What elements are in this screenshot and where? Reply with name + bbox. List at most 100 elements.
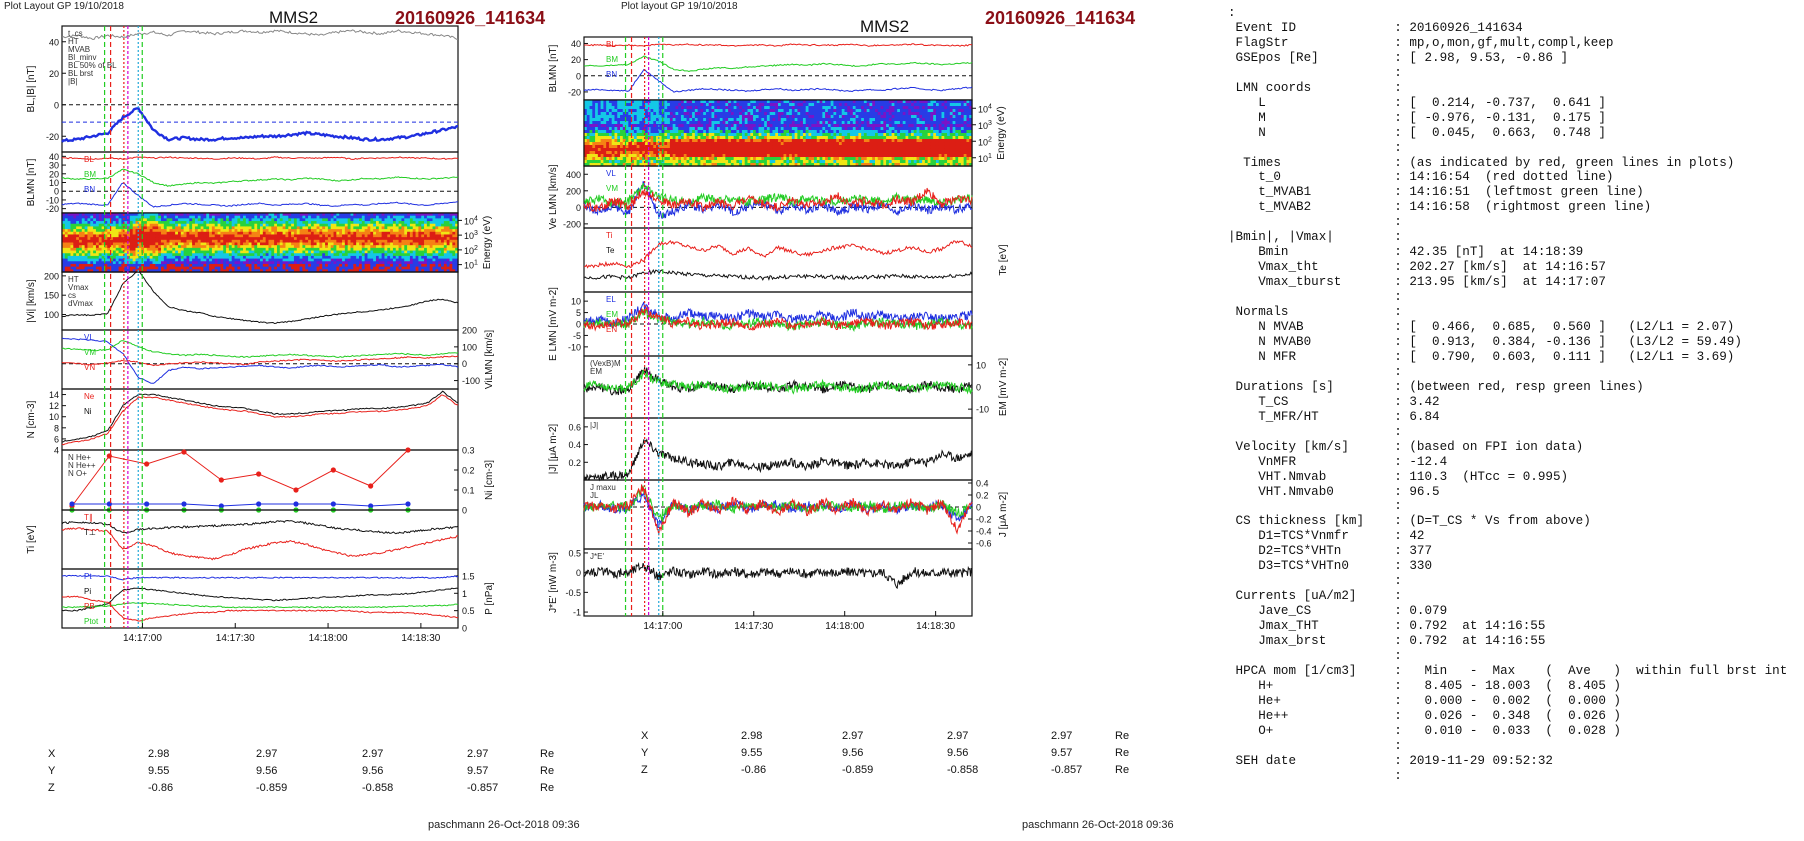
spectrogram-cell (279, 266, 284, 270)
spectrogram-cell (101, 261, 105, 265)
spectrogram-cell (262, 239, 267, 243)
spectrogram-cell (279, 223, 284, 227)
spectrogram-cell (722, 151, 726, 155)
spectrogram-cell (347, 261, 351, 265)
spectrogram-cell (310, 239, 315, 243)
spectrogram-cell (95, 226, 100, 230)
spectrogram-cell (658, 112, 662, 116)
spectrogram-cell (327, 250, 332, 254)
spectrogram-cell (183, 215, 187, 219)
spectrogram-cell (404, 226, 408, 230)
spectrogram-cell (158, 215, 162, 219)
spectrogram-cell (234, 226, 238, 230)
spectrogram-cell (257, 213, 261, 217)
spectrogram-cell (681, 142, 685, 146)
spectrogram-cell (642, 130, 646, 134)
spectrogram-cell (288, 234, 292, 238)
spectrogram-cell (90, 242, 94, 246)
spectrogram-cell (305, 231, 309, 235)
spectrogram-cell (744, 124, 748, 128)
spectrogram-cell (144, 263, 148, 268)
spectrogram-cell (64, 247, 69, 251)
spectrogram-cell (302, 215, 306, 219)
spectrogram-cell (642, 163, 646, 167)
spectrogram-cell (333, 266, 337, 270)
spectrogram-cell (370, 229, 374, 233)
spectrogram-cell (291, 245, 295, 249)
spectrogram-cell (714, 133, 718, 137)
spectrogram-cell (681, 148, 685, 152)
spectrogram-cell (606, 151, 610, 155)
spectrogram-cell (158, 239, 162, 243)
spectrogram-cell (370, 261, 374, 265)
spectrogram-cell (90, 218, 94, 222)
spectrogram-cell (158, 247, 162, 251)
spectrogram-cell (293, 221, 298, 225)
spectrogram-cell (667, 130, 671, 134)
spectrogram-cell (248, 223, 252, 227)
spectrogram-cell (375, 255, 380, 259)
spectrogram-cell (708, 154, 712, 158)
spectrogram-cell (175, 239, 179, 243)
spectrogram-cell (293, 247, 298, 251)
spectrogram-cell (361, 242, 366, 246)
spectrogram-cell (766, 154, 771, 158)
spectrogram-cell (700, 154, 704, 158)
spectrogram-cell (333, 226, 337, 230)
y-tick-label: -20 (46, 204, 59, 214)
spectrogram-cell (367, 263, 371, 268)
spectrogram-cell (681, 133, 685, 137)
spectrogram-cell (700, 106, 704, 110)
spectrogram-cell (639, 142, 643, 146)
spectrogram-cell (132, 258, 136, 262)
spectrogram-cell (703, 127, 707, 131)
spectrogram-cell (152, 223, 156, 227)
spectrogram-cell (404, 215, 408, 219)
spectrogram-cell (667, 145, 671, 149)
spectrogram-cell (353, 242, 357, 246)
spectrogram-cell (714, 136, 718, 140)
spectrogram-cell (124, 263, 128, 268)
spectrogram-cell (316, 266, 320, 270)
spectrogram-cell (789, 106, 793, 110)
spectrogram-cell (129, 266, 134, 270)
spectrogram-cell (714, 100, 718, 104)
spectrogram-cell (642, 112, 646, 116)
spectrogram-cell (70, 247, 74, 251)
spectrogram-cell (265, 231, 269, 235)
spectrogram-cell (622, 127, 626, 131)
spectrogram-cell (118, 247, 122, 251)
spectrogram-cell (305, 253, 309, 257)
spectrogram-cell (678, 127, 682, 131)
spectrogram-cell (395, 247, 399, 251)
spectrogram-cell (683, 136, 687, 140)
ephem-value: -0.858 (362, 782, 394, 794)
spectrogram-cell (359, 221, 363, 225)
spectrogram-cell (265, 245, 269, 249)
spectrogram-cell (78, 234, 83, 238)
spectrogram-cell (653, 145, 657, 149)
spectrogram-cell (161, 226, 165, 230)
series-label: BL (84, 155, 94, 164)
spectrogram-cell (180, 226, 185, 230)
spectrogram-cell (606, 115, 610, 119)
spectrogram-cell (231, 255, 235, 259)
spectrogram-cell (367, 258, 371, 262)
spectrogram-cell (446, 263, 450, 268)
spectrogram-cell (404, 266, 408, 270)
spectrogram-cell (435, 266, 439, 270)
spectrogram-cell (387, 234, 391, 238)
spectrogram-cell (342, 253, 346, 257)
series-line (583, 68, 973, 93)
spectrogram-cell (584, 160, 588, 164)
spectrogram-cell (415, 231, 419, 235)
spectrogram-cell (398, 269, 402, 273)
spectrogram-cell (700, 148, 704, 152)
spectrogram-cell (625, 148, 629, 152)
spectrogram-cell (112, 247, 117, 251)
spectrogram-cell (211, 245, 216, 249)
spectrogram-cell (730, 148, 735, 152)
spectrogram-cell (381, 250, 385, 254)
spectrogram-cell (418, 231, 422, 235)
spectrogram-cell (327, 261, 332, 265)
